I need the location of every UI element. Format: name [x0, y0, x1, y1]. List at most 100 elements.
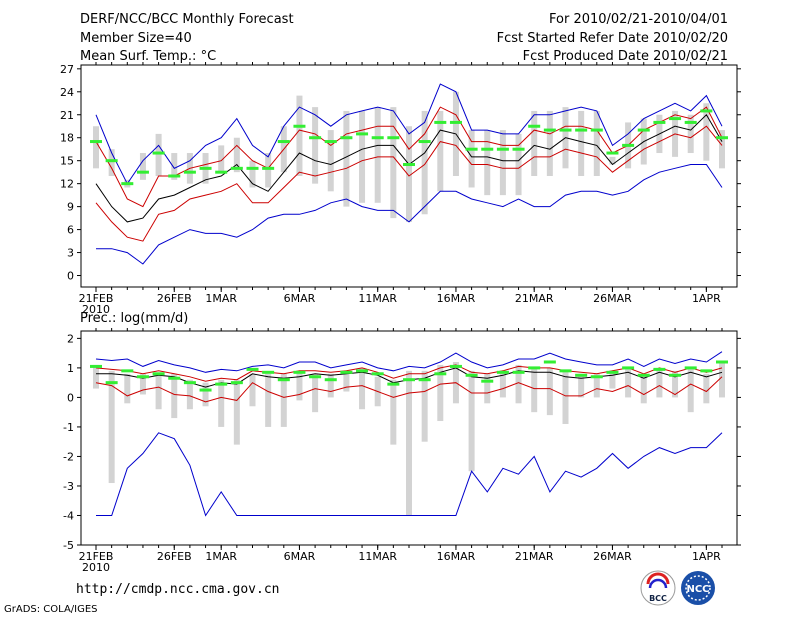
prec-range-bar: [312, 373, 319, 413]
temp-range-bar: [515, 133, 522, 196]
temp-range-bar: [139, 153, 146, 180]
prec-obs-marker: [293, 370, 306, 374]
prec-obs-marker: [575, 373, 588, 377]
prec-obs-marker: [528, 366, 541, 370]
prec-obs-marker: [387, 382, 400, 386]
prec-range-bar: [468, 370, 475, 472]
temp-obs-marker: [90, 140, 102, 144]
prec-xtick-label: 26MAR: [593, 550, 632, 563]
temp-range-bar: [703, 103, 710, 161]
prec-obs-marker: [371, 372, 384, 376]
temp-obs-marker: [449, 120, 462, 124]
temp-obs-marker: [465, 147, 478, 151]
temp-xtick-label: 21FEB: [79, 292, 114, 305]
temp-obs-marker: [324, 140, 337, 144]
temp-range-bar: [719, 130, 725, 169]
prec-range-bar: [124, 373, 131, 404]
prec-panel: -5 -4 -3 -2 -1 0 1 2 21FEB 26FEB 1MAR 6MAR 11MAR 16MA…: [63, 311, 741, 574]
temp-ytick-label: 9: [67, 201, 74, 214]
prec-range-bar: [249, 373, 256, 407]
prec-ytick-label: -1: [63, 421, 74, 434]
prec-obs-marker: [449, 364, 462, 368]
temp-obs-marker: [199, 166, 212, 170]
prec-obs-marker: [465, 373, 478, 377]
temp-min-line: [96, 164, 723, 265]
temp-obs-marker: [512, 147, 525, 151]
temp-range-bar: [531, 110, 538, 176]
temp-obs-marker: [653, 120, 666, 124]
temp-range-bar: [593, 110, 600, 176]
temp-xtick-label: 1MAR: [205, 292, 237, 305]
prec-range-bar: [593, 373, 600, 398]
temp-range-bar: [468, 130, 475, 188]
temp-obs-marker: [716, 136, 728, 140]
bcc-logo-icon: BCC: [640, 570, 676, 606]
temp-ytick-label: 24: [60, 86, 74, 99]
temp-obs-marker: [590, 128, 603, 132]
prec-range-bar: [233, 379, 240, 445]
prec-range-bar: [343, 373, 350, 392]
temp-range-bar: [687, 114, 694, 154]
svg-text:NCC: NCC: [686, 584, 709, 595]
temp-obs-marker: [418, 140, 431, 144]
temp-ytick-label: 21: [60, 109, 74, 122]
temp-obs-marker: [183, 170, 196, 174]
prec-obs-marker: [622, 366, 635, 370]
prec-obs-marker: [168, 376, 181, 380]
svg-text:BCC: BCC: [649, 594, 667, 603]
temp-ytick-label: 12: [60, 178, 74, 191]
prec-xtick-label: 1MAR: [205, 550, 237, 563]
prec-range-bar: [687, 367, 694, 413]
prec-obs-marker: [559, 369, 572, 373]
fcst-produced-date: Fcst Produced Date 2010/02/21: [522, 49, 728, 64]
source-url[interactable]: http://cmdp.ncc.cma.gov.cn: [76, 582, 280, 597]
temp-obs-marker: [168, 174, 181, 178]
temp-range-bar: [421, 110, 428, 215]
prec-range-bar: [719, 361, 725, 398]
prec-range-bar: [390, 379, 397, 445]
prec-range-bar: [421, 370, 428, 442]
temp-obs-marker: [684, 120, 697, 124]
prec-upper-line: [95, 364, 723, 382]
temp-obs-marker: [622, 143, 635, 147]
temp-xtick-label: 16MAR: [437, 292, 476, 305]
temp-xtick-label: 1APR: [692, 292, 721, 305]
temp-range-bar: [484, 130, 491, 196]
prec-range-bar: [437, 364, 444, 422]
temp-obs-marker: [403, 163, 415, 167]
temp-ytick-label: 27: [60, 63, 74, 76]
prec-obs-marker: [105, 381, 118, 385]
prec-obs-marker: [700, 369, 713, 373]
temp-ytick-label: 15: [60, 155, 74, 168]
prec-ytick-label: -4: [63, 509, 74, 522]
temp-lower-line: [95, 125, 723, 242]
temp-range-bar: [609, 156, 616, 165]
temp-range-bar: [406, 126, 412, 222]
temp-range-bar: [343, 110, 350, 207]
temp-obs-marker: [356, 132, 369, 136]
temp-range-bar: [359, 110, 366, 203]
temp-xtick-label: 6MAR: [284, 292, 316, 305]
prec-xtick-label: 21MAR: [515, 550, 554, 563]
prec-range-bar: [359, 367, 366, 410]
prec-obs-marker: [277, 378, 290, 382]
prec-range-bar: [531, 367, 538, 413]
prec-obs-marker: [418, 378, 431, 382]
temp-obs-marker: [434, 120, 447, 124]
temp-ytick-label: 18: [60, 132, 74, 145]
prec-obs-marker: [716, 360, 728, 364]
prec-range-bar: [625, 367, 632, 398]
prec-range-bar: [640, 373, 647, 404]
temp-obs-marker: [371, 136, 384, 140]
temp-ytick-label: 0: [67, 270, 74, 283]
prec-max-line: [95, 351, 723, 373]
prec-obs-marker: [403, 378, 415, 382]
prec-obs-marker: [481, 379, 494, 383]
temp-range-bar: [155, 133, 162, 176]
temp-year-label: 2010: [82, 303, 110, 316]
variable-label: Mean Surf. Temp.: °C: [80, 49, 217, 64]
prec-obs-marker: [121, 369, 134, 373]
temp-range-bar: [312, 107, 319, 184]
prec-panel-title: Prec.: log(mm/d): [80, 311, 188, 326]
prec-obs-marker: [90, 364, 102, 368]
